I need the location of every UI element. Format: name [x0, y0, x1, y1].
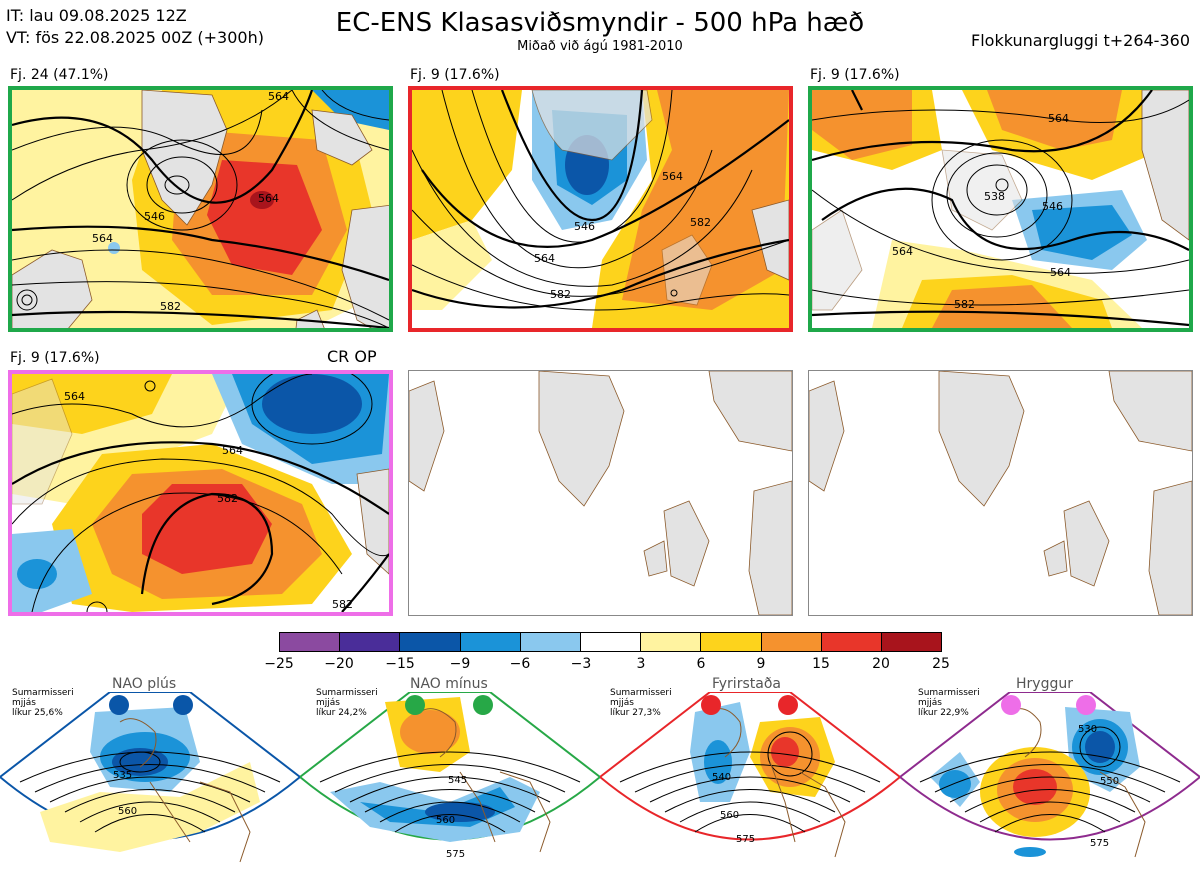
contour-label: 546 — [574, 220, 595, 233]
cluster-map-4: 564 582 564 582 — [8, 370, 393, 616]
colorbar-tick: −25 — [264, 656, 294, 672]
contour-label: 564 — [662, 170, 683, 183]
contour-label: 582 — [217, 492, 238, 505]
contour-label: 582 — [160, 300, 181, 313]
panel-2-label: Fj. 9 (17.6%) — [410, 67, 500, 83]
contour-label: 546 — [144, 210, 165, 223]
colorbar-swatch — [400, 633, 461, 651]
contour-label: 545 — [448, 775, 467, 786]
contour-label: 564 — [64, 390, 85, 403]
colorbar-swatch — [881, 633, 942, 651]
colorbar — [279, 632, 942, 652]
contour-label: 564 — [892, 245, 913, 258]
regime-4-info: Sumarmisseri mjjás líkur 22,9% — [918, 688, 980, 718]
contour-label: 564 — [1048, 112, 1069, 125]
colorbar-swatch — [280, 633, 341, 651]
classification-window: Flokkunargluggi t+264-360 — [971, 31, 1190, 50]
panel-3-label: Fj. 9 (17.6%) — [810, 67, 900, 83]
cluster-map-3: 564 564 546 538 564 582 — [808, 86, 1193, 332]
contour-label: 560 — [720, 810, 739, 821]
contour-label: 564 — [1050, 266, 1071, 279]
colorbar-tick: 15 — [812, 656, 830, 672]
contour-label: 582 — [332, 598, 353, 611]
colorbar-tick: −9 — [449, 656, 471, 672]
regime-2-markers — [405, 695, 493, 715]
valid-time: VT: fös 22.08.2025 00Z (+300h) — [6, 28, 264, 47]
colorbar-tick: 6 — [696, 656, 706, 672]
cluster-map-2: 546 564 564 582 582 — [408, 86, 793, 332]
contour-label: 546 — [1042, 200, 1063, 213]
colorbar-tick: −20 — [324, 656, 354, 672]
colorbar-swatch — [520, 633, 581, 651]
colorbar-swatch — [641, 633, 702, 651]
colorbar-swatch — [761, 633, 822, 651]
regime-2-info: Sumarmisseri mjjás líkur 24,2% — [316, 688, 378, 718]
contour-label: 564 — [92, 232, 113, 245]
colorbar-tick: 25 — [932, 656, 950, 672]
contour-label: 535 — [113, 770, 132, 781]
regime-1-info: Sumarmisseri mjjás líkur 25,6% — [12, 688, 74, 718]
contour-label: 550 — [1100, 776, 1119, 787]
cluster-map-1: 564 546 564 582 564 — [8, 86, 393, 332]
contour-label: 582 — [954, 298, 975, 311]
contour-label: 564 — [258, 192, 279, 205]
empty-map-6 — [808, 370, 1193, 616]
regime-3-markers — [701, 695, 798, 715]
regime-4-name: Hryggur — [1016, 676, 1073, 692]
panel-4-label: Fj. 9 (17.6%) — [10, 350, 100, 366]
page-title: EC-ENS Klasasviðsmyndir - 500 hPa hæð — [335, 8, 865, 38]
panel-4-tag: CR OP — [327, 347, 377, 366]
regime-4-markers — [1001, 695, 1096, 715]
regime-2-name: NAO mínus — [410, 676, 488, 692]
colorbar-tick: −15 — [385, 656, 415, 672]
colorbar-swatch — [821, 633, 882, 651]
colorbar-swatch — [580, 633, 642, 651]
regime-1-markers — [109, 695, 193, 715]
regime-3-name: Fyrirstaða — [712, 676, 781, 692]
contour-label: 564 — [222, 444, 243, 457]
colorbar-tick: 3 — [636, 656, 646, 672]
empty-map-5 — [408, 370, 793, 616]
contour-label: 560 — [436, 815, 455, 826]
contour-label: 582 — [550, 288, 571, 301]
initial-time: IT: lau 09.08.2025 12Z — [6, 6, 187, 25]
regime-2-map: 545 560 575 — [300, 692, 600, 860]
regime-1-map: 535 560 — [0, 692, 300, 863]
colorbar-swatch — [701, 633, 762, 651]
contour-label: 560 — [118, 806, 137, 817]
contour-label: 538 — [984, 190, 1005, 203]
contour-label: 582 — [690, 216, 711, 229]
regime-1-name: NAO plús — [112, 676, 177, 692]
contour-label: 575 — [1090, 838, 1109, 849]
contour-label: 575 — [446, 849, 465, 860]
colorbar-swatch — [340, 633, 401, 651]
colorbar-tick: −6 — [509, 656, 531, 672]
regime-4-map: 530 550 575 — [900, 692, 1200, 858]
colorbar-swatch — [460, 633, 521, 651]
colorbar-tick: 20 — [872, 656, 890, 672]
page-subtitle: Miðað við ágú 1981-2010 — [517, 39, 683, 54]
colorbar-tick: −3 — [570, 656, 592, 672]
contour-label: 564 — [268, 90, 289, 103]
contour-label: 530 — [1078, 724, 1097, 735]
contour-label: 575 — [736, 834, 755, 845]
colorbar-tick: 9 — [756, 656, 766, 672]
regime-3-map: 540 560 575 — [600, 692, 900, 858]
contour-label: 540 — [712, 772, 731, 783]
panel-1-label: Fj. 24 (47.1%) — [10, 67, 109, 83]
contour-label: 564 — [534, 252, 555, 265]
regime-3-info: Sumarmisseri mjjás líkur 27,3% — [610, 688, 672, 718]
